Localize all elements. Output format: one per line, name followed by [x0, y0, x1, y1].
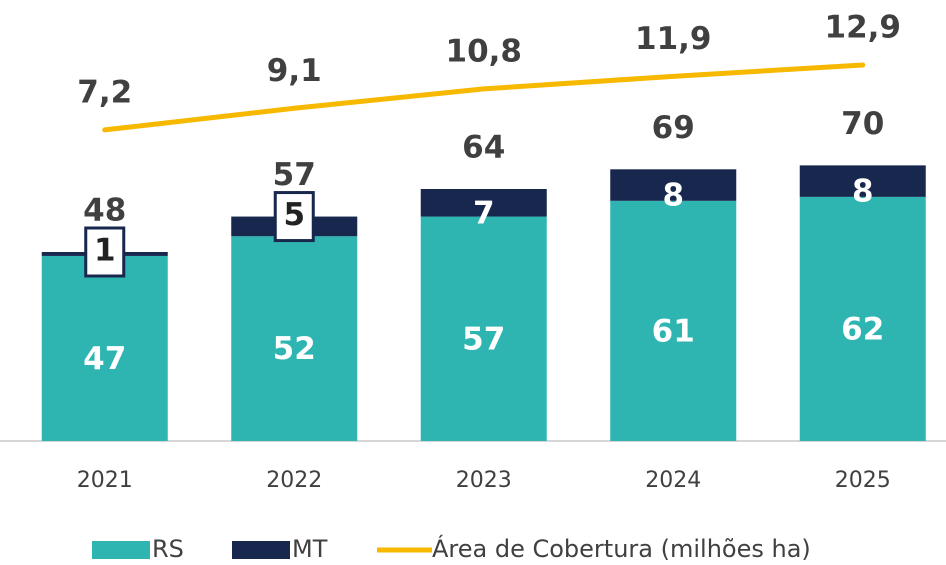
bar-segment: [420, 189, 547, 217]
data-label: 5: [283, 197, 305, 233]
label-box: [273, 191, 315, 243]
x-tick-label: 2022: [266, 468, 322, 493]
data-label: 57: [462, 321, 505, 357]
data-label: 62: [841, 311, 884, 347]
line-label: 9,1: [267, 53, 322, 89]
label-box: [84, 226, 126, 278]
x-tick-label: 2023: [456, 468, 512, 493]
data-label: 7: [473, 195, 495, 231]
bar-segment: [610, 200, 737, 441]
legend-swatch: [232, 541, 290, 559]
x-tick-label: 2024: [645, 468, 701, 493]
bar-segment: [799, 196, 926, 441]
line-label: 7,2: [77, 74, 132, 110]
bar-segment: [420, 216, 547, 441]
legend-label: RS: [152, 535, 184, 563]
legend-label: MT: [292, 535, 328, 563]
data-label: 8: [852, 174, 874, 210]
bar-segment: [610, 169, 737, 201]
x-tick-label: 2021: [77, 468, 133, 493]
line: [102, 62, 866, 133]
line-label: 12,9: [825, 9, 902, 45]
line-label: 11,9: [635, 21, 712, 57]
bar-segment: [231, 236, 358, 441]
total-label: 64: [462, 130, 505, 166]
data-label: 61: [652, 313, 695, 349]
line-label: 10,8: [446, 33, 523, 69]
legend-swatch: [92, 541, 150, 559]
data-label: 1: [94, 233, 116, 269]
data-label: 52: [273, 331, 316, 367]
total-label: 48: [83, 193, 126, 229]
bar-segment: [799, 165, 926, 197]
bar-segment: [41, 255, 168, 441]
data-label: 47: [83, 341, 126, 377]
total-label: 69: [652, 110, 695, 146]
total-label: 57: [273, 157, 316, 193]
total-label: 70: [841, 106, 884, 142]
data-label: 8: [662, 178, 684, 214]
legend-label: Área de Cobertura (milhões ha): [432, 534, 811, 563]
x-tick-label: 2025: [835, 468, 891, 493]
